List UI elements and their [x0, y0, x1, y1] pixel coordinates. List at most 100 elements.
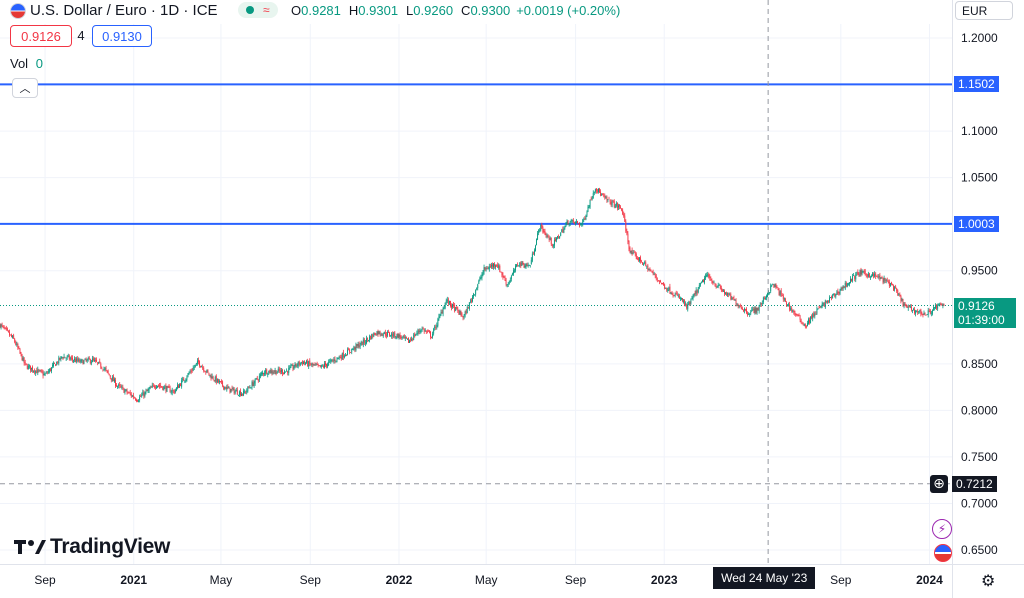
candle-body — [895, 286, 897, 289]
candle-body — [692, 296, 694, 300]
candle-body — [623, 213, 625, 216]
candle-body — [409, 340, 410, 343]
candle-body — [422, 328, 424, 330]
candle-body — [241, 393, 242, 396]
x-tick-label: May — [475, 573, 498, 587]
candle-body — [355, 344, 357, 351]
candle-body — [451, 305, 452, 308]
candle-body — [53, 363, 54, 367]
candle-body — [380, 334, 382, 336]
candle-body — [301, 361, 303, 365]
candle-body — [274, 370, 276, 373]
candle-body — [698, 285, 700, 288]
candle-body — [527, 265, 529, 266]
candle-body — [792, 310, 794, 312]
candle-body — [921, 314, 923, 316]
candle-body — [87, 358, 89, 360]
candle-body — [570, 220, 572, 222]
candle-body — [362, 339, 364, 345]
time-axis[interactable]: Sep 2021 May Sep 2022 May Sep 2023 Sep 2024 — [0, 564, 1024, 588]
lightning-icon[interactable]: ⚡ — [932, 519, 952, 539]
tradingview-logo[interactable]: TradingView — [14, 535, 170, 559]
candle-body — [160, 385, 162, 387]
candle-body — [850, 278, 851, 284]
candle-body — [868, 273, 870, 278]
buy-price-button[interactable]: 0.9130 — [92, 25, 152, 47]
candle-body — [249, 387, 251, 389]
candle-body — [379, 331, 381, 335]
currency-button[interactable]: EUR — [955, 1, 1013, 20]
candle-body — [359, 345, 361, 347]
candle-body — [106, 370, 108, 372]
candle-body — [716, 286, 718, 288]
candle-body — [742, 309, 744, 312]
candle-body — [423, 328, 425, 332]
candle-body — [810, 316, 812, 324]
candle-body — [273, 371, 275, 373]
candle-body — [891, 282, 892, 285]
price-axis[interactable]: 1.2000 1.1000 1.0500 0.9500 0.8500 0.8000 0.75… — [952, 0, 999, 598]
candle-body — [243, 391, 245, 396]
candle-body — [447, 299, 449, 304]
currency-flag-icon[interactable] — [934, 544, 952, 562]
candle-body — [102, 369, 104, 371]
candle-body — [397, 333, 399, 339]
candle-body — [400, 336, 402, 339]
candle-body — [444, 302, 446, 308]
candle-body — [153, 385, 155, 388]
candle-body — [916, 310, 918, 312]
candle-body — [879, 275, 881, 280]
candle-body — [279, 370, 281, 373]
candle-body — [913, 309, 914, 311]
candle-body — [4, 327, 6, 329]
candle-body — [16, 344, 18, 345]
candle-body — [856, 272, 858, 274]
candle-body — [333, 359, 335, 361]
candle-body — [120, 386, 122, 388]
candle-body — [942, 304, 944, 306]
sell-price-button[interactable]: 0.9126 — [10, 25, 72, 47]
candle-body — [938, 304, 940, 305]
candle-body — [264, 372, 266, 375]
candle-body — [803, 323, 805, 326]
candle-body — [781, 294, 783, 296]
candle-body — [876, 276, 878, 277]
candle-body — [509, 279, 511, 282]
candle-body — [240, 390, 241, 396]
candle-body — [356, 344, 358, 346]
candle-body — [661, 282, 662, 284]
status-dot-icon[interactable]: ≈ — [238, 2, 278, 18]
candle-body — [901, 299, 903, 301]
y-tick-label: 0.9500 — [961, 264, 998, 278]
candle-body — [489, 265, 491, 267]
candle-body — [874, 273, 876, 277]
candle-body — [465, 310, 467, 314]
candle-body — [829, 297, 830, 302]
candle-body — [290, 365, 292, 368]
candle-body — [244, 391, 246, 393]
candle-body — [445, 300, 447, 304]
candle-body — [497, 264, 499, 268]
candle-body — [140, 396, 142, 397]
hline-price-tag[interactable]: 1.0003 — [954, 215, 999, 232]
candle-body — [696, 290, 698, 294]
candle-body — [877, 276, 879, 278]
candle-body — [202, 366, 204, 368]
candle-body — [441, 312, 443, 314]
hline-price-tag[interactable]: 1.1502 — [954, 76, 999, 93]
candle-body — [182, 378, 184, 380]
candle-body — [21, 354, 23, 361]
candle-body — [65, 357, 67, 359]
symbol-title[interactable]: U.S. Dollar / Euro · 1D · ICE — [30, 1, 218, 19]
collapse-legend-button[interactable]: ︿ — [12, 78, 38, 98]
candle-body — [271, 369, 273, 373]
candle-body — [513, 270, 514, 274]
candle-body — [1, 324, 3, 326]
candle-body — [667, 289, 669, 292]
candle-body — [779, 291, 781, 296]
add-alert-icon[interactable]: ⊕ — [930, 474, 948, 493]
candle-body — [40, 370, 42, 372]
settings-gear-icon[interactable]: ⚙ — [981, 573, 996, 590]
candle-body — [48, 369, 50, 373]
